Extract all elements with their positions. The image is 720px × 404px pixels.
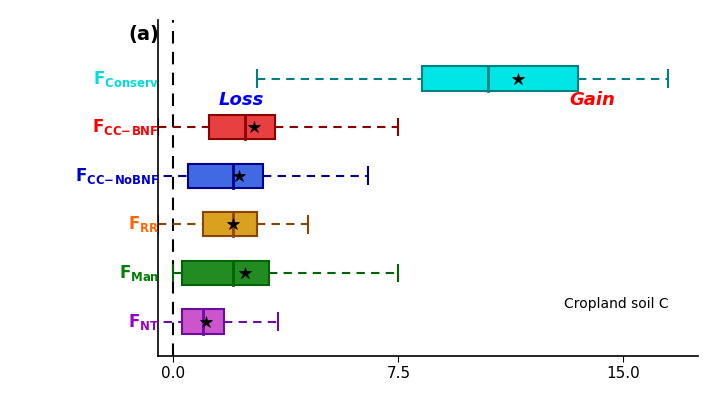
Text: Gain: Gain xyxy=(570,91,616,109)
Text: Cropland soil C: Cropland soil C xyxy=(564,297,668,311)
Bar xyxy=(182,309,225,334)
Text: $\mathbf{F}_{\mathbf{CC\!-\!NoBNF}}$: $\mathbf{F}_{\mathbf{CC\!-\!NoBNF}}$ xyxy=(75,166,159,186)
Text: $\mathbf{F}_{\mathbf{Conserv}}$: $\mathbf{F}_{\mathbf{Conserv}}$ xyxy=(93,69,159,88)
Text: $\mathbf{F}_{\mathbf{NT}}$: $\mathbf{F}_{\mathbf{NT}}$ xyxy=(128,311,159,332)
Bar xyxy=(210,115,275,139)
Text: (a): (a) xyxy=(128,25,159,44)
Bar xyxy=(182,261,269,285)
Bar xyxy=(423,66,578,90)
Text: Loss: Loss xyxy=(218,91,264,109)
Text: $\mathbf{F}_{\mathbf{RR}}$: $\mathbf{F}_{\mathbf{RR}}$ xyxy=(128,214,159,234)
Text: $\mathbf{F}_{\mathbf{Man}}$: $\mathbf{F}_{\mathbf{Man}}$ xyxy=(119,263,159,283)
Text: $\mathbf{F}_{\mathbf{CC\!-\!BNF}}$: $\mathbf{F}_{\mathbf{CC\!-\!BNF}}$ xyxy=(92,117,159,137)
Bar xyxy=(189,164,264,188)
Bar xyxy=(204,212,258,236)
